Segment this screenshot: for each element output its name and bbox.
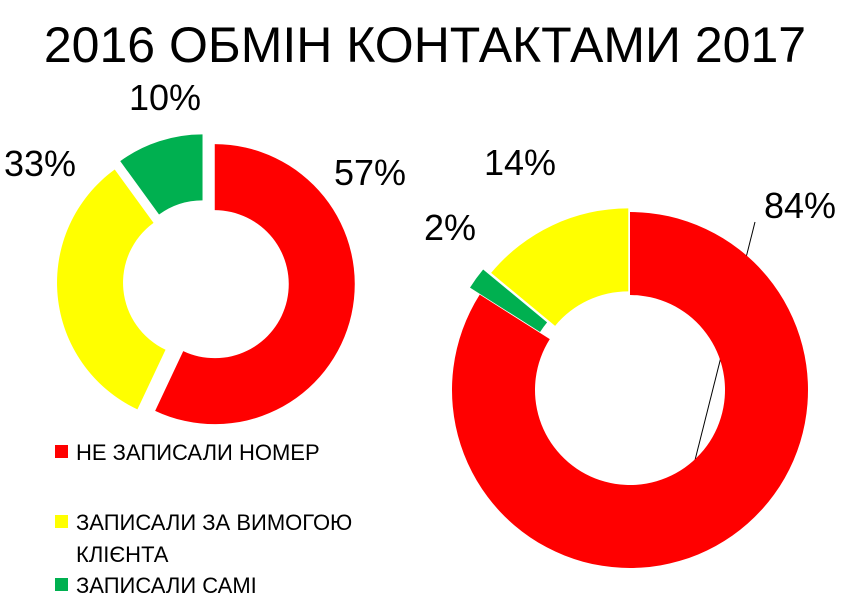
- donut-slice: [470, 269, 548, 333]
- donut-slice: [491, 208, 629, 326]
- legend-label: ЗАПИСАЛИ ЗА ВИМОГОЮ КЛІЄНТА: [76, 510, 352, 567]
- value-label: 10%: [129, 77, 201, 118]
- value-label: 84%: [764, 185, 836, 226]
- legend-label-line: КЛІЄНТА: [76, 542, 169, 567]
- legend-label-line: ЗАПИСАЛИ ЗА ВИМОГОЮ: [76, 510, 352, 535]
- value-label: 57%: [334, 152, 406, 193]
- donut-slice: [120, 134, 203, 215]
- value-label: 14%: [484, 142, 556, 183]
- donut-slice: [452, 212, 808, 568]
- value-label: 2%: [424, 207, 476, 248]
- legend-swatch: [55, 578, 68, 591]
- legend-swatch: [55, 445, 68, 458]
- donut-slice: [155, 144, 355, 425]
- legend-swatch: [55, 515, 68, 528]
- donut-slice: [57, 169, 166, 410]
- legend-label: ЗАПИСАЛИ САМІ: [76, 573, 257, 598]
- chart-title: 2016 ОБМІН КОНТАКТАМИ 2017: [44, 17, 806, 73]
- value-label: 33%: [4, 143, 76, 184]
- legend-label: НЕ ЗАПИСАЛИ НОМЕР: [76, 440, 320, 465]
